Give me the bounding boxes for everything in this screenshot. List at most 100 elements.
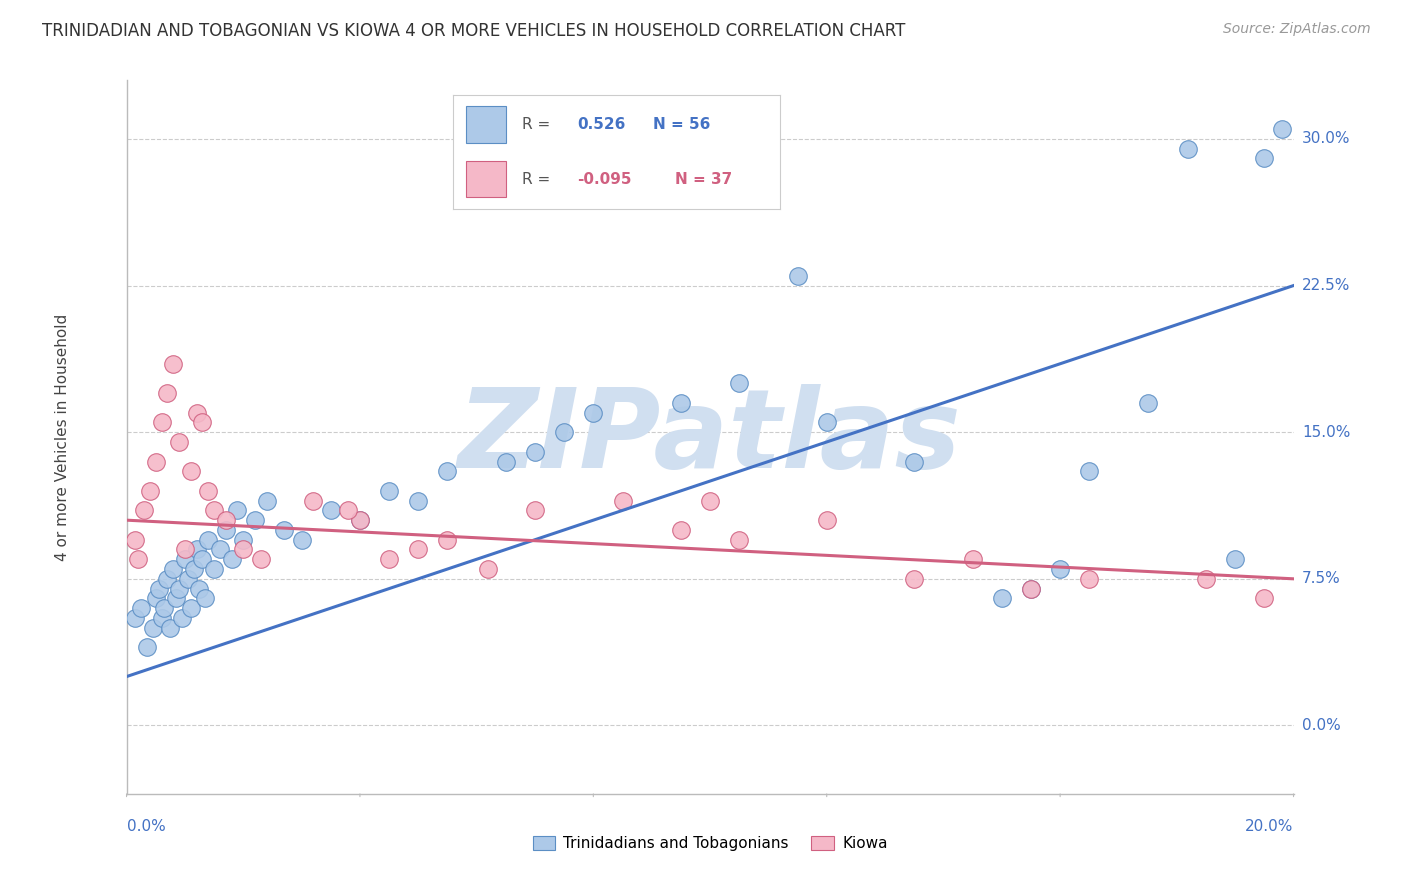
Point [153, 601, 176, 615]
Point [524, 503, 547, 517]
Point [215, 513, 238, 527]
Point [495, 454, 517, 468]
Point [142, 621, 165, 635]
Point [1136, 396, 1159, 410]
Point [243, 513, 266, 527]
Point [197, 533, 219, 547]
Point [148, 582, 170, 596]
Text: 7.5%: 7.5% [1302, 571, 1340, 586]
Point [124, 611, 146, 625]
Point [990, 591, 1012, 606]
Point [815, 416, 838, 430]
Point [159, 621, 181, 635]
Point [319, 503, 342, 517]
Point [815, 513, 838, 527]
Point [1271, 122, 1294, 136]
Point [221, 552, 243, 566]
Point [232, 533, 254, 547]
Point [162, 562, 184, 576]
Point [349, 513, 371, 527]
Point [150, 416, 173, 430]
Point [191, 416, 214, 430]
Point [136, 640, 159, 655]
Point [186, 406, 208, 420]
Point [582, 406, 605, 420]
Point [162, 357, 184, 371]
Text: 4 or more Vehicles in Household: 4 or more Vehicles in Household [55, 313, 70, 561]
Point [170, 611, 193, 625]
Point [145, 454, 167, 468]
Point [156, 572, 179, 586]
Point [145, 591, 167, 606]
Point [273, 523, 295, 537]
Point [728, 533, 751, 547]
Point [349, 513, 371, 527]
Point [477, 562, 499, 576]
Point [191, 552, 214, 566]
Point [962, 552, 984, 566]
Point [1253, 152, 1275, 166]
Text: Source: ZipAtlas.com: Source: ZipAtlas.com [1223, 22, 1371, 37]
Point [1019, 582, 1042, 596]
Point [180, 464, 202, 478]
Point [202, 503, 225, 517]
Point [208, 542, 231, 557]
Point [1177, 142, 1199, 156]
Text: 15.0%: 15.0% [1302, 425, 1350, 440]
Point [132, 503, 155, 517]
Point [129, 601, 152, 615]
Text: ZIPatlas: ZIPatlas [458, 384, 962, 491]
Point [1078, 572, 1101, 586]
Point [1195, 572, 1218, 586]
Point [524, 444, 547, 458]
Point [127, 552, 149, 566]
Point [232, 542, 254, 557]
Point [1253, 591, 1275, 606]
Text: 0.0%: 0.0% [1302, 718, 1340, 733]
Point [186, 542, 208, 557]
Point [174, 542, 197, 557]
Point [337, 503, 360, 517]
Point [1049, 562, 1071, 576]
Point [290, 533, 312, 547]
Text: TRINIDADIAN AND TOBAGONIAN VS KIOWA 4 OR MORE VEHICLES IN HOUSEHOLD CORRELATION : TRINIDADIAN AND TOBAGONIAN VS KIOWA 4 OR… [42, 22, 905, 40]
Point [699, 493, 721, 508]
Point [194, 591, 217, 606]
Point [215, 523, 238, 537]
Point [903, 454, 925, 468]
Point [226, 503, 249, 517]
Point [197, 483, 219, 498]
Point [167, 434, 190, 449]
Point [180, 601, 202, 615]
Point [786, 268, 808, 283]
Point [165, 591, 187, 606]
Point [612, 493, 634, 508]
Point [256, 493, 278, 508]
Point [408, 542, 430, 557]
Point [553, 425, 575, 440]
Point [1019, 582, 1042, 596]
Point [124, 533, 146, 547]
Text: 20.0%: 20.0% [1246, 819, 1294, 834]
Point [728, 376, 751, 391]
Point [378, 483, 401, 498]
Point [156, 386, 179, 401]
Point [249, 552, 271, 566]
Text: 0.0%: 0.0% [127, 819, 166, 834]
Point [302, 493, 325, 508]
Point [1223, 552, 1247, 566]
Point [669, 523, 692, 537]
Point [669, 396, 692, 410]
Legend: Trinidadians and Tobagonians, Kiowa: Trinidadians and Tobagonians, Kiowa [526, 830, 894, 857]
Point [167, 582, 190, 596]
Point [183, 562, 205, 576]
Text: 30.0%: 30.0% [1302, 131, 1350, 146]
Point [378, 552, 401, 566]
Point [139, 483, 162, 498]
Point [177, 572, 200, 586]
Point [1078, 464, 1101, 478]
Point [174, 552, 197, 566]
Point [408, 493, 430, 508]
Text: 22.5%: 22.5% [1302, 278, 1350, 293]
Point [436, 464, 458, 478]
